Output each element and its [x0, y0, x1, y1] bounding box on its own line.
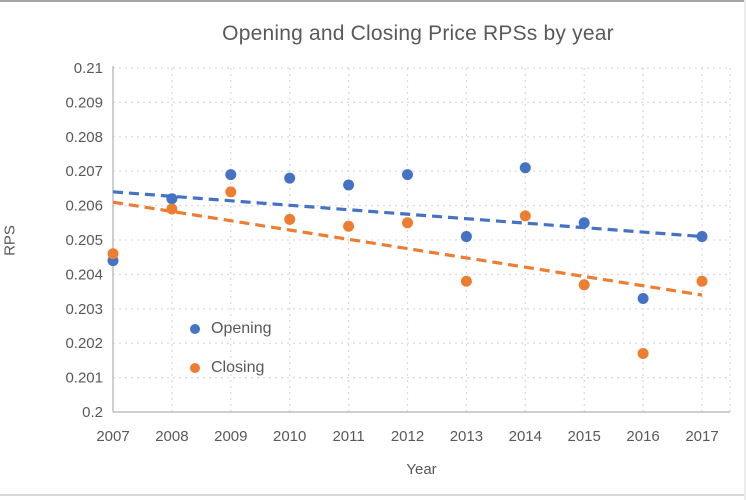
legend-label-closing: Closing	[211, 359, 265, 376]
data-point-closing	[637, 348, 649, 360]
y-tick-label: 0.208	[65, 129, 103, 146]
data-point-closing	[696, 275, 708, 287]
y-tick-label: 0.21	[74, 60, 103, 77]
legend-swatch-closing-icon	[190, 363, 200, 373]
data-point-opening	[637, 292, 649, 304]
y-tick-label: 0.2	[82, 404, 103, 421]
data-point-opening	[519, 162, 531, 174]
y-tick-label: 0.209	[65, 94, 103, 111]
y-tick-label: 0.205	[65, 232, 103, 249]
data-point-closing	[402, 217, 413, 229]
y-tick-label: 0.203	[65, 301, 103, 318]
x-tick-label: 2015	[568, 428, 601, 445]
closing-trendline	[112, 200, 703, 297]
data-point-closing	[166, 203, 178, 215]
x-tick-label: 2008	[155, 428, 188, 445]
x-tick-label: 2012	[391, 428, 424, 445]
data-point-opening	[578, 217, 590, 229]
y-tick-label: 0.201	[65, 370, 103, 387]
x-tick-label: 2013	[450, 428, 483, 445]
x-tick-label: 2014	[509, 428, 542, 445]
data-point-opening	[284, 172, 296, 184]
data-point-closing	[578, 279, 590, 291]
top-border	[0, 0, 746, 2]
y-axis-title: RPS	[1, 225, 19, 256]
x-tick-label: 2009	[214, 428, 247, 445]
x-tick-label: 2010	[273, 428, 306, 445]
data-point-opening	[343, 179, 355, 191]
x-tick-label: 2011	[332, 428, 364, 445]
x-axis-title: Year	[406, 461, 437, 478]
data-point-opening	[696, 231, 708, 243]
opening-trendline	[112, 190, 703, 239]
y-tick-label: 0.204	[65, 266, 103, 283]
data-point-closing	[225, 186, 237, 198]
y-tick-label: 0.207	[65, 163, 103, 180]
x-tick-label: 2017	[685, 428, 718, 445]
data-point-opening	[225, 169, 237, 181]
legend-item-closing: Closing	[190, 359, 272, 377]
legend-item-opening: Opening	[190, 320, 272, 338]
data-point-closing	[343, 220, 355, 232]
legend: Opening Closing	[190, 320, 272, 377]
data-point-opening	[402, 169, 413, 181]
chart-title: Opening and Closing Price RPSs by year	[222, 22, 614, 45]
data-point-closing	[460, 275, 472, 287]
y-tick-label: 0.206	[65, 198, 103, 215]
x-tick-label: 2016	[626, 428, 659, 445]
data-point-closing	[107, 248, 119, 260]
data-point-opening	[460, 231, 472, 243]
legend-swatch-opening-icon	[190, 324, 200, 334]
data-point-opening	[166, 193, 178, 205]
x-tick-label: 2007	[96, 428, 129, 445]
legend-label-opening: Opening	[211, 320, 272, 337]
bottom-border	[0, 494, 746, 496]
data-point-closing	[284, 213, 296, 225]
y-tick-label: 0.202	[65, 335, 103, 352]
data-point-closing	[519, 210, 531, 222]
right-border	[744, 0, 746, 500]
